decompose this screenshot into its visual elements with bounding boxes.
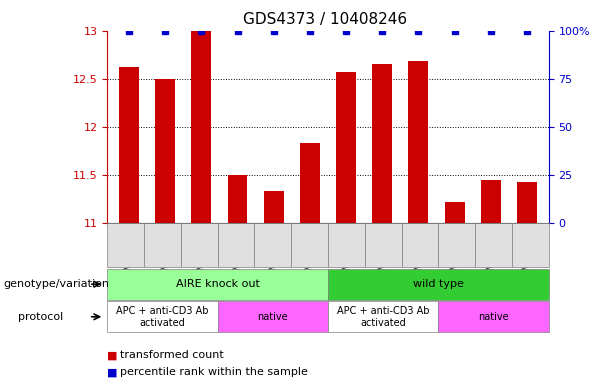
Bar: [227, 175, 248, 223]
Text: protocol: protocol: [18, 312, 64, 322]
Text: ■: ■: [107, 367, 118, 377]
Bar: [408, 61, 428, 223]
Text: native: native: [478, 312, 509, 322]
Text: APC + anti-CD3 Ab
activated: APC + anti-CD3 Ab activated: [337, 306, 429, 328]
Bar: [191, 31, 211, 223]
Bar: [119, 67, 139, 223]
Bar: [264, 191, 284, 223]
Text: percentile rank within the sample: percentile rank within the sample: [120, 367, 307, 377]
Text: native: native: [257, 312, 288, 322]
Text: transformed count: transformed count: [120, 350, 223, 360]
Bar: [444, 202, 465, 223]
Bar: [372, 65, 392, 223]
Text: wild type: wild type: [413, 279, 463, 289]
Text: GDS4373 / 10408246: GDS4373 / 10408246: [243, 12, 407, 26]
Bar: [300, 143, 320, 223]
Bar: [517, 182, 537, 223]
Text: genotype/variation: genotype/variation: [3, 279, 109, 289]
Text: AIRE knock out: AIRE knock out: [176, 279, 259, 289]
Bar: [155, 79, 175, 223]
Text: ■: ■: [107, 350, 118, 360]
Bar: [481, 180, 501, 223]
Text: APC + anti-CD3 Ab
activated: APC + anti-CD3 Ab activated: [116, 306, 208, 328]
Bar: [336, 72, 356, 223]
